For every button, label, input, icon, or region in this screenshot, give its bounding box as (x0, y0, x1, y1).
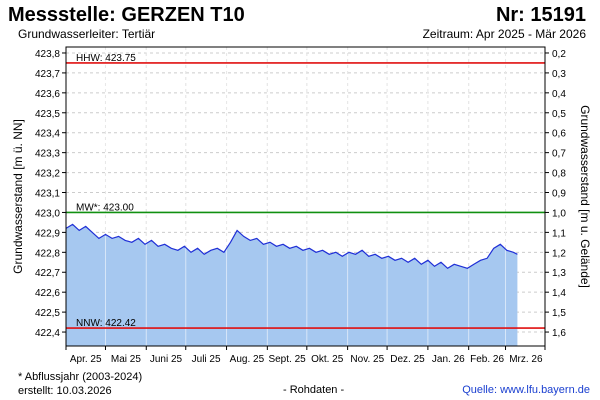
x-tick-label: Dez. 25 (390, 354, 425, 365)
y-tick-label-right: 0,5 (552, 109, 566, 120)
source-credit: Quelle: www.lfu.bayern.de (462, 384, 590, 396)
groundwater-line (65, 223, 518, 270)
y-tick-label-right: 0,6 (552, 129, 566, 140)
y-tick-label-left: 422,5 (35, 308, 60, 319)
aquifer-label: Grundwasserleiter: Tertiär (18, 27, 156, 41)
y-tick-label-left: 423,1 (35, 189, 60, 200)
x-tick-label: Aug. 25 (230, 354, 265, 365)
x-tick-label: Feb. 26 (470, 354, 504, 365)
y-tick-label-left: 422,9 (35, 228, 60, 239)
y-tick-label-right: 1,6 (552, 328, 566, 339)
period-label: Zeitraum: Apr 2025 - Mär 2026 (422, 27, 586, 41)
y-tick-label-left: 423,3 (35, 149, 60, 160)
y-tick-label-right: 1,2 (552, 248, 566, 259)
y-tick-label-left: 422,6 (35, 288, 60, 299)
x-tick-label: Jan. 26 (432, 354, 465, 365)
x-tick-label: Nov. 25 (350, 354, 384, 365)
groundwater-area (66, 224, 518, 346)
footnote-runoff-year: * Abflussjahr (2003-2024) (18, 371, 143, 383)
y-tick-label-left: 423,6 (35, 89, 60, 100)
x-tick-label: Sept. 25 (268, 354, 306, 365)
y-tick-label-right: 1,3 (552, 268, 566, 279)
y-tick-label-right: 0,7 (552, 149, 566, 160)
y-tick-label-left: 422,7 (35, 268, 60, 279)
plot-frame (65, 46, 546, 347)
x-tick-label: Mrz. 26 (509, 354, 543, 365)
y-tick-label-left: 423,8 (35, 49, 60, 60)
y-tick-label-left: 423,4 (35, 129, 60, 140)
station-title: Messstelle: GERZEN T10 (8, 4, 245, 26)
x-tick-label: Mai 25 (111, 354, 141, 365)
y-tick-label-right: 1,4 (552, 288, 566, 299)
y-axis-label-left: Grundwasserstand [m ü. NN] (11, 119, 25, 274)
mw-label: MW*: 423.00 (76, 202, 134, 213)
nnw-label: NNW: 422.42 (76, 318, 136, 329)
x-tick-label: Apr. 25 (70, 354, 102, 365)
y-tick-label-right: 0,3 (552, 69, 566, 80)
source-label: Quelle: (462, 384, 498, 396)
created-date: erstellt: 10.03.2026 (18, 385, 112, 397)
x-tick-label: Juli 25 (192, 354, 221, 365)
y-tick-label-right: 1,1 (552, 228, 566, 239)
x-tick-label: Juni 25 (150, 354, 183, 365)
y-tick-label-right: 1,5 (552, 308, 566, 319)
y-axis-label-right: Grundwasserstand [m u. Gelände] (578, 105, 592, 288)
station-number: Nr: 15191 (495, 4, 586, 26)
y-tick-label-right: 0,4 (552, 89, 566, 100)
y-tick-label-left: 422,8 (35, 248, 60, 259)
y-tick-label-right: 0,9 (552, 189, 566, 200)
y-tick-label-left: 422,4 (35, 328, 60, 339)
hhw-label: HHW: 423.75 (76, 53, 136, 64)
x-tick-label: Okt. 25 (311, 354, 344, 365)
raw-data-label: - Rohdaten - (283, 384, 345, 396)
y-tick-label-left: 423,2 (35, 169, 60, 180)
y-tick-label-left: 423,7 (35, 69, 60, 80)
y-tick-label-left: 423,0 (35, 208, 60, 219)
y-tick-label-right: 0,2 (552, 49, 566, 60)
y-tick-label-right: 1,0 (552, 208, 566, 219)
y-tick-label-left: 423,5 (35, 109, 60, 120)
y-tick-label-right: 0,8 (552, 169, 566, 180)
source-link[interactable]: www.lfu.bayern.de (500, 384, 590, 396)
